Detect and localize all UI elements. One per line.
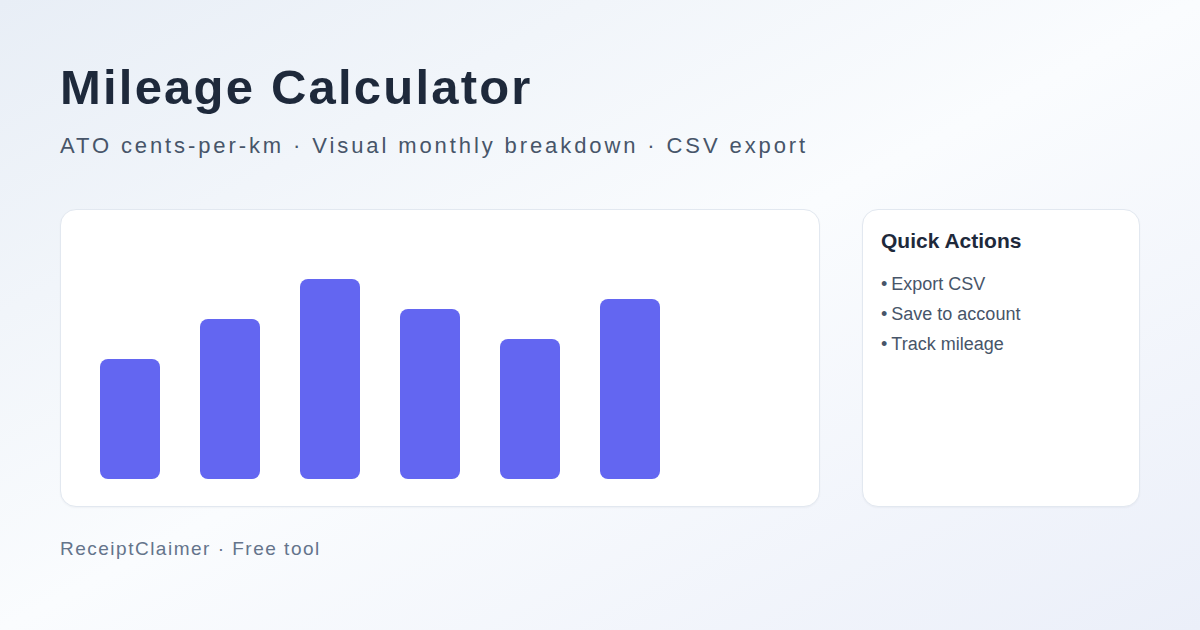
bar [400, 309, 460, 479]
quick-action-label: Export CSV [891, 269, 985, 299]
bar [500, 339, 560, 479]
bullet-icon: • [881, 269, 887, 299]
page-subtitle: ATO cents-per-km · Visual monthly breakd… [60, 131, 1140, 162]
quick-actions-list: • Export CSV • Save to account • Track m… [881, 269, 1121, 359]
bar [200, 319, 260, 479]
quick-actions-card: Quick Actions • Export CSV • Save to acc… [862, 209, 1140, 507]
footer-branding: ReceiptClaimer · Free tool [60, 536, 1140, 563]
bullet-icon: • [881, 299, 887, 329]
page: Mileage Calculator ATO cents-per-km · Vi… [0, 0, 1200, 562]
page-title: Mileage Calculator [60, 61, 1140, 115]
quick-actions-title: Quick Actions [881, 227, 1121, 254]
quick-action-label: Track mileage [891, 329, 1003, 359]
bullet-icon: • [881, 329, 887, 359]
bar [100, 359, 160, 479]
bar [600, 299, 660, 479]
mileage-bar-chart-card [60, 209, 820, 507]
quick-action-save-to-account: • Save to account [881, 299, 1121, 329]
quick-action-track-mileage: • Track mileage [881, 329, 1121, 359]
quick-action-export-csv: • Export CSV [881, 269, 1121, 299]
bar [300, 279, 360, 479]
cards-row: Quick Actions • Export CSV • Save to acc… [60, 209, 1140, 507]
bar-chart [100, 279, 660, 479]
quick-action-label: Save to account [891, 299, 1020, 329]
